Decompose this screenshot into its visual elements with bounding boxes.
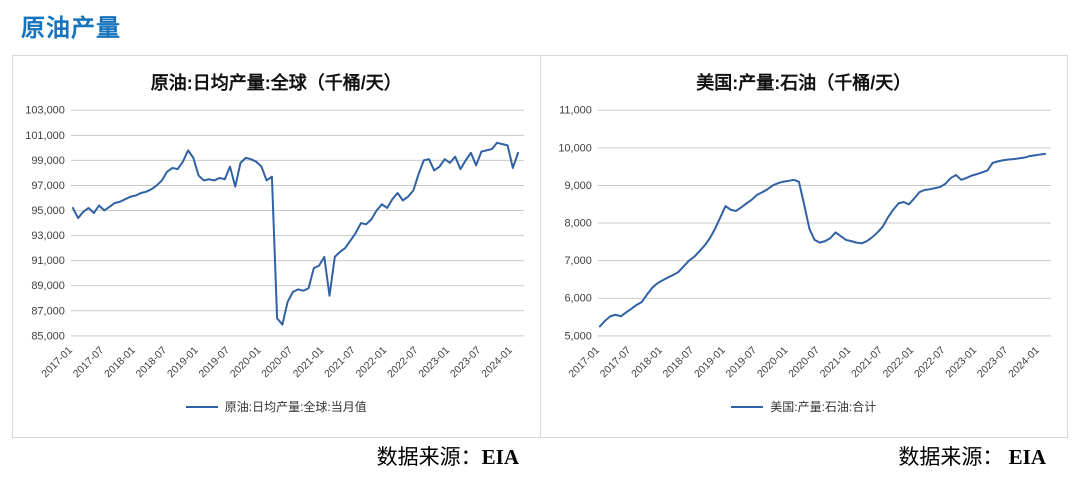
chart-panel-us: 美国:产量:石油（千桶/天） 11,000 10,000 9,000 8,000 7,0… xyxy=(539,56,1068,437)
line-chart-global[interactable]: 103,000 101,000 99,000 97,000 95,000 93,000 91… xyxy=(13,96,540,396)
y-tick-label: 85,000 xyxy=(31,330,65,342)
x-tick-label: 2021-01 xyxy=(819,345,854,380)
page-title: 原油产量 xyxy=(21,15,121,42)
charts-container: 原油:日均产量:全球（千桶/天） 103,000 101,000 99,000 97,… xyxy=(12,55,1068,438)
x-tick-label: 2022-01 xyxy=(882,345,917,380)
y-tick-label: 101,000 xyxy=(25,130,65,142)
y-tick-label: 11,000 xyxy=(559,105,592,117)
chart-legend-us: 美国:产量:石油:合计 xyxy=(731,398,876,415)
x-tick-label: 2020-01 xyxy=(756,345,791,380)
x-tick-label: 2021-07 xyxy=(850,345,885,380)
x-tick-label: 2024-01 xyxy=(1007,345,1042,380)
y-tick-label: 103,000 xyxy=(25,105,65,117)
source-left: 数据来源：EIA xyxy=(12,441,539,471)
x-tick-label: 2020-07 xyxy=(787,345,822,380)
y-tick-label: 9,000 xyxy=(565,180,592,192)
source-left-name: EIA xyxy=(481,445,519,469)
y-tick-label: 6,000 xyxy=(565,293,592,305)
line-chart-us[interactable]: 11,000 10,000 9,000 8,000 7,000 6,000 5,000 201… xyxy=(540,96,1067,396)
series-line xyxy=(599,152,1047,328)
x-tick-label: 2018-07 xyxy=(662,345,697,380)
x-tick-label: 2023-07 xyxy=(976,345,1011,380)
x-tick-label: 2020-01 xyxy=(228,345,263,380)
y-tick-label: 7,000 xyxy=(565,255,592,267)
legend-label: 美国:产量:石油:合计 xyxy=(770,400,877,414)
x-tick-label: 2023-01 xyxy=(417,345,452,380)
legend-label: 原油:日均产量:全球:当月值 xyxy=(224,400,367,414)
x-tick-label: 2017-01 xyxy=(567,345,602,380)
source-right-name: EIA xyxy=(1008,445,1046,469)
source-right: 数据来源： EIA xyxy=(539,441,1066,471)
y-tick-label: 93,000 xyxy=(31,230,65,242)
y-tick-label: 5,000 xyxy=(565,330,592,342)
y-tick-label: 89,000 xyxy=(31,280,65,292)
series-line xyxy=(71,141,519,326)
x-tick-label: 2017-07 xyxy=(71,345,106,380)
x-tick-label: 2022-07 xyxy=(913,345,948,380)
legend-line-swatch xyxy=(185,405,218,408)
x-tick-label: 2023-07 xyxy=(448,345,483,380)
y-tick-label: 8,000 xyxy=(565,218,592,230)
legend-line-swatch xyxy=(731,405,764,408)
x-tick-label: 2019-07 xyxy=(197,345,232,380)
chart-title-global: 原油:日均产量:全球（千桶/天） xyxy=(150,73,402,93)
chart-panel-global: 原油:日均产量:全球（千桶/天） 103,000 101,000 99,000 97,… xyxy=(13,56,540,437)
x-tick-label: 2019-01 xyxy=(166,345,201,380)
x-tick-label: 2018-01 xyxy=(630,345,665,380)
y-tick-label: 97,000 xyxy=(31,180,65,192)
x-tick-label: 2022-07 xyxy=(385,345,420,380)
x-tick-label: 2018-07 xyxy=(134,345,169,380)
sources-row: 数据来源：EIA 数据来源： EIA xyxy=(12,441,1066,471)
chart-legend-global: 原油:日均产量:全球:当月值 xyxy=(185,398,367,415)
x-tick-label: 2024-01 xyxy=(480,345,515,380)
source-left-prefix: 数据来源： xyxy=(376,445,482,469)
x-tick-label: 2019-07 xyxy=(724,345,759,380)
x-tick-label: 2023-01 xyxy=(944,345,979,380)
y-tick-label: 87,000 xyxy=(31,305,65,317)
x-tick-label: 2017-01 xyxy=(40,345,75,380)
chart-title-us: 美国:产量:石油（千桶/天） xyxy=(696,73,912,93)
x-tick-label: 2019-01 xyxy=(693,345,728,380)
x-tick-label: 2021-01 xyxy=(291,345,326,380)
y-tick-label: 99,000 xyxy=(31,155,65,167)
x-tick-label: 2020-07 xyxy=(260,345,295,380)
y-tick-label: 95,000 xyxy=(31,205,65,217)
x-tick-label: 2018-01 xyxy=(103,345,138,380)
x-tick-label: 2017-07 xyxy=(599,345,634,380)
x-tick-label: 2022-01 xyxy=(354,345,389,380)
y-tick-label: 91,000 xyxy=(31,255,65,267)
y-tick-label: 10,000 xyxy=(559,142,593,154)
x-tick-label: 2021-07 xyxy=(323,345,358,380)
source-right-prefix: 数据来源： xyxy=(898,445,1009,469)
